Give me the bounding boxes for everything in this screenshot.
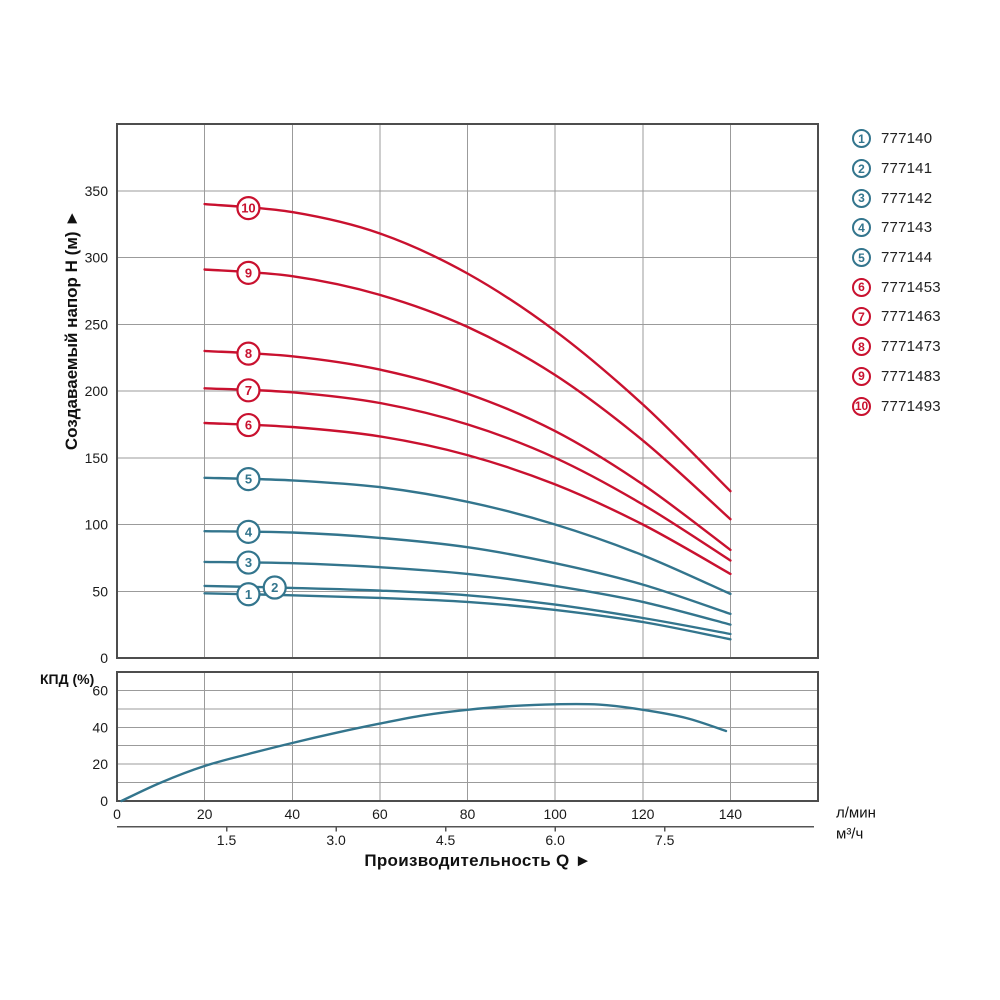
x-tick-label-lmin: 100	[543, 806, 567, 822]
curve-marker-5	[236, 467, 261, 492]
curve-marker-10	[236, 196, 261, 221]
x-tick-label-m3h: 7.5	[655, 832, 675, 848]
x-tick-label-lmin: 60	[372, 806, 388, 822]
legend-model-label: 777142	[881, 189, 933, 207]
head-curve-8	[203, 349, 732, 552]
curve-marker-number-7: 7	[245, 383, 252, 398]
legend-item-777140: 1 777140	[852, 124, 941, 154]
x-tick-label-lmin: 120	[631, 806, 655, 822]
curve-marker-7	[236, 378, 261, 403]
head-curve-10	[203, 202, 732, 493]
head-y-tick-label: 250	[85, 316, 109, 332]
legend-model-label: 7771493	[881, 397, 941, 415]
head-curve-9	[203, 268, 732, 521]
head-chart-frame	[116, 123, 819, 659]
efficiency-chart-frame	[116, 671, 819, 802]
head-curve-7	[203, 387, 732, 562]
head-y-tick-label: 100	[85, 517, 109, 533]
legend-number-icon: 7	[852, 307, 871, 327]
efficiency-axis-label: КПД (%)	[40, 671, 95, 687]
efficiency-y-tick-label: 60	[92, 682, 108, 698]
curve-marker-number-4: 4	[245, 524, 253, 539]
curve-marker-number-8: 8	[245, 346, 252, 361]
legend-model-label: 777144	[881, 249, 933, 267]
x-axis-title: Производительность Q ►	[364, 851, 592, 870]
legend-model-label: 777143	[881, 219, 933, 237]
legend-number-icon: 2	[852, 159, 871, 179]
curve-marker-number-2: 2	[271, 580, 278, 595]
curve-marker-9	[236, 260, 261, 285]
legend-item-777142: 3 777142	[852, 183, 941, 213]
head-y-tick-label: 150	[85, 450, 109, 466]
x-tick-label-lmin: 140	[719, 806, 743, 822]
legend-model-label: 7771473	[881, 338, 941, 356]
x-tick-label-m3h: 6.0	[545, 832, 565, 848]
legend-item-7771463: 7 7771463	[852, 302, 941, 332]
curve-marker-1	[236, 582, 261, 607]
x-axis-unit-m3h: м³/ч	[836, 825, 864, 843]
head-curve-5	[203, 476, 732, 596]
legend-model-label: 7771463	[881, 308, 941, 326]
legend-item-777143: 4 777143	[852, 213, 941, 243]
efficiency-y-tick-label: 0	[100, 793, 108, 809]
x-tick-label-m3h: 1.5	[217, 832, 237, 848]
curve-marker-number-6: 6	[245, 418, 252, 433]
curve-marker-number-1: 1	[245, 587, 252, 602]
x-tick-label-lmin: 20	[197, 806, 213, 822]
curve-marker-number-10: 10	[241, 201, 255, 216]
head-curve-2	[203, 584, 732, 636]
x-tick-label-m3h: 4.5	[436, 832, 456, 848]
x-tick-label-lmin: 0	[113, 806, 121, 822]
x-tick-label-lmin: 80	[460, 806, 476, 822]
legend-item-777144: 5 777144	[852, 243, 941, 273]
curve-marker-number-3: 3	[245, 555, 252, 570]
head-curve-3	[203, 560, 732, 626]
legend-number-icon: 8	[852, 337, 871, 357]
legend-item-7771483: 9 7771483	[852, 362, 941, 392]
legend-item-7771493: 10 7771493	[852, 391, 941, 421]
legend-number-icon: 9	[852, 366, 871, 386]
head-y-tick-label: 350	[85, 183, 109, 199]
x-tick-label-m3h: 3.0	[326, 832, 346, 848]
legend-number-icon: 4	[852, 218, 871, 238]
efficiency-curve	[120, 702, 728, 803]
curve-marker-2	[262, 575, 287, 600]
legend-number-icon: 3	[852, 188, 871, 208]
curve-marker-number-9: 9	[245, 265, 252, 280]
efficiency-y-tick-label: 40	[92, 719, 108, 735]
legend-model-label: 777140	[881, 130, 933, 148]
legend-number-icon: 10	[852, 396, 871, 416]
curve-marker-number-5: 5	[245, 472, 252, 487]
curve-marker-3	[236, 550, 261, 575]
legend-item-7771473: 8 7771473	[852, 332, 941, 362]
head-y-tick-label: 200	[85, 383, 109, 399]
legend: 1 777140 2 777141 3 777142 4 777143 5 777144 6 7771…	[852, 124, 941, 421]
legend-model-label: 7771453	[881, 278, 941, 296]
curve-marker-8	[236, 341, 261, 366]
legend-model-label: 777141	[881, 160, 933, 178]
legend-number-icon: 1	[852, 129, 871, 149]
legend-model-label: 7771483	[881, 367, 941, 385]
curve-marker-6	[236, 412, 261, 438]
head-curve-1	[203, 592, 732, 641]
legend-item-777141: 2 777141	[852, 154, 941, 184]
legend-item-7771453: 6 7771453	[852, 272, 941, 302]
head-curve-6	[203, 421, 732, 576]
legend-number-icon: 5	[852, 248, 871, 268]
head-y-tick-label: 300	[85, 250, 109, 266]
efficiency-y-tick-label: 20	[92, 756, 108, 772]
head-y-tick-label: 50	[92, 583, 108, 599]
x-tick-label-lmin: 40	[284, 806, 300, 822]
x-axis-unit-lmin: л/мин	[836, 804, 876, 822]
legend-number-icon: 6	[852, 277, 871, 297]
y-axis-title: Создаваемый напор Н (м) ►	[62, 209, 81, 451]
curve-marker-4	[236, 519, 261, 544]
head-curve-4	[203, 530, 732, 616]
head-y-tick-label: 0	[100, 650, 108, 666]
